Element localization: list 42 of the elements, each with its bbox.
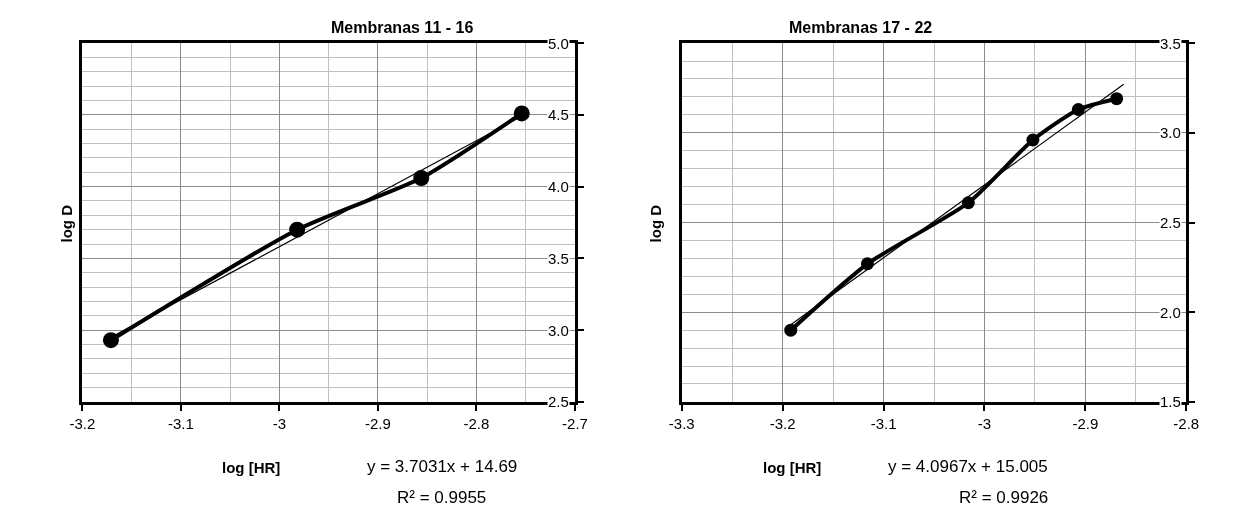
point	[784, 323, 798, 337]
y-axis-title: log D	[646, 204, 664, 243]
y-tick-label: 2.0	[1160, 304, 1181, 321]
x-tick-label: -3.1	[870, 414, 897, 432]
y-tick-label: 1.5	[1160, 393, 1181, 410]
x-tick-label: -2.8	[463, 414, 490, 432]
point	[961, 196, 975, 210]
y-tick-label: 3.0	[548, 322, 569, 339]
point	[1026, 133, 1040, 147]
point	[102, 332, 119, 349]
x-tick-label: -2.9	[1072, 414, 1099, 432]
y-tick-label: 4.5	[548, 106, 569, 123]
point	[1110, 92, 1124, 106]
x-tick-label: -3	[977, 414, 992, 432]
y-tick-label: 2.5	[1160, 214, 1181, 231]
x-tick-label: -3.1	[167, 414, 194, 432]
point	[513, 105, 530, 122]
x-axis-title: log [HR]	[222, 459, 281, 476]
point	[1071, 102, 1085, 116]
text: y = 3.7031x + 14.69	[367, 457, 518, 476]
point	[413, 170, 430, 187]
x-tick-label: -3	[272, 414, 287, 432]
x-tick-label: -3.2	[69, 414, 96, 432]
x-axis-title: log [HR]	[763, 459, 822, 476]
y-tick-label: 5.0	[548, 35, 569, 52]
y-tick-label: 3.5	[548, 250, 569, 267]
x-tick-label: -3.3	[668, 414, 695, 432]
x-tick-label: -2.8	[1173, 414, 1200, 432]
chart-title: Membranas 17 - 22	[789, 19, 933, 36]
x-tick-label: -3.2	[769, 414, 796, 432]
y-tick-label: 2.5	[548, 393, 569, 410]
text: R² = 0.9955	[397, 488, 487, 507]
point	[289, 221, 306, 238]
text: R² = 0.9926	[959, 488, 1049, 507]
x-tick-label: -2.9	[364, 414, 391, 432]
y-axis-title: log D	[57, 204, 75, 243]
chart-title: Membranas 11 - 16	[331, 19, 474, 36]
text: y = 4.0967x + 15.005	[888, 457, 1048, 476]
y-tick-label: 3.0	[1160, 124, 1181, 141]
y-tick-label: 4.0	[548, 178, 569, 195]
x-tick-label: -2.7	[562, 414, 588, 432]
y-tick-label: 3.5	[1160, 35, 1181, 52]
